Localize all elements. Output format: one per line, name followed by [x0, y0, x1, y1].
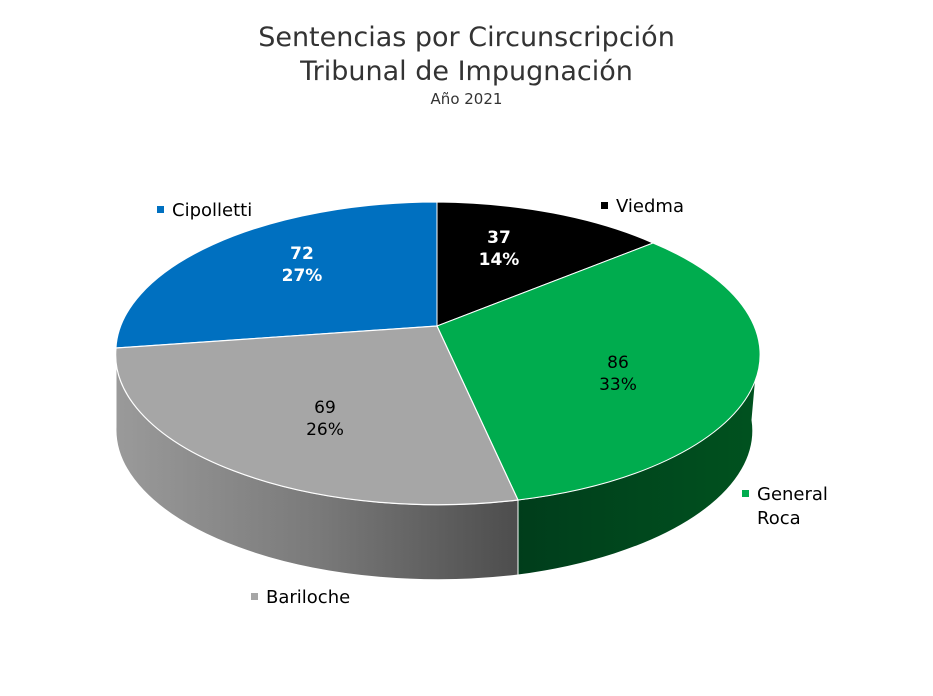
percent: 14% [478, 250, 520, 270]
legend-swatch [742, 489, 749, 497]
slice-bariloche[interactable] [115, 325, 519, 506]
data-label-general-roca: 86 33% [578, 352, 658, 396]
slice-viedma[interactable] [436, 201, 655, 327]
legend-swatch [601, 201, 608, 209]
chart-year: Año 2021 [430, 90, 503, 108]
data-label-cipolletti: 72 27% [262, 243, 342, 287]
value: 72 [290, 244, 314, 264]
legend-viedma: Viedma [601, 195, 684, 219]
legend-label: Viedma [616, 196, 684, 217]
percent: 27% [281, 266, 323, 286]
legend-cipolletti: Cipolletti [157, 199, 252, 223]
slice-general-roca[interactable] [436, 242, 761, 501]
data-label-bariloche: 69 26% [285, 397, 365, 441]
legend-swatch [251, 592, 258, 600]
value: 37 [487, 228, 511, 248]
percent: 26% [306, 420, 344, 440]
legend-label-line2: Roca [757, 508, 801, 529]
chart-subtitle: Tribunal de Impugnación [300, 56, 633, 87]
legend-swatch [157, 205, 164, 213]
chart-title: Sentencias por Circunscripción [258, 22, 675, 53]
legend-general-roca: General Roca [742, 483, 828, 531]
percent: 33% [599, 375, 637, 395]
value: 69 [314, 398, 336, 418]
legend-label: Bariloche [266, 587, 351, 608]
legend-bariloche: Bariloche [251, 586, 350, 610]
value: 86 [607, 353, 629, 373]
data-label-viedma: 37 14% [459, 227, 539, 271]
slice-cipolletti[interactable] [115, 201, 438, 349]
legend-label: Cipolletti [172, 200, 253, 221]
legend-label: General [757, 484, 828, 505]
